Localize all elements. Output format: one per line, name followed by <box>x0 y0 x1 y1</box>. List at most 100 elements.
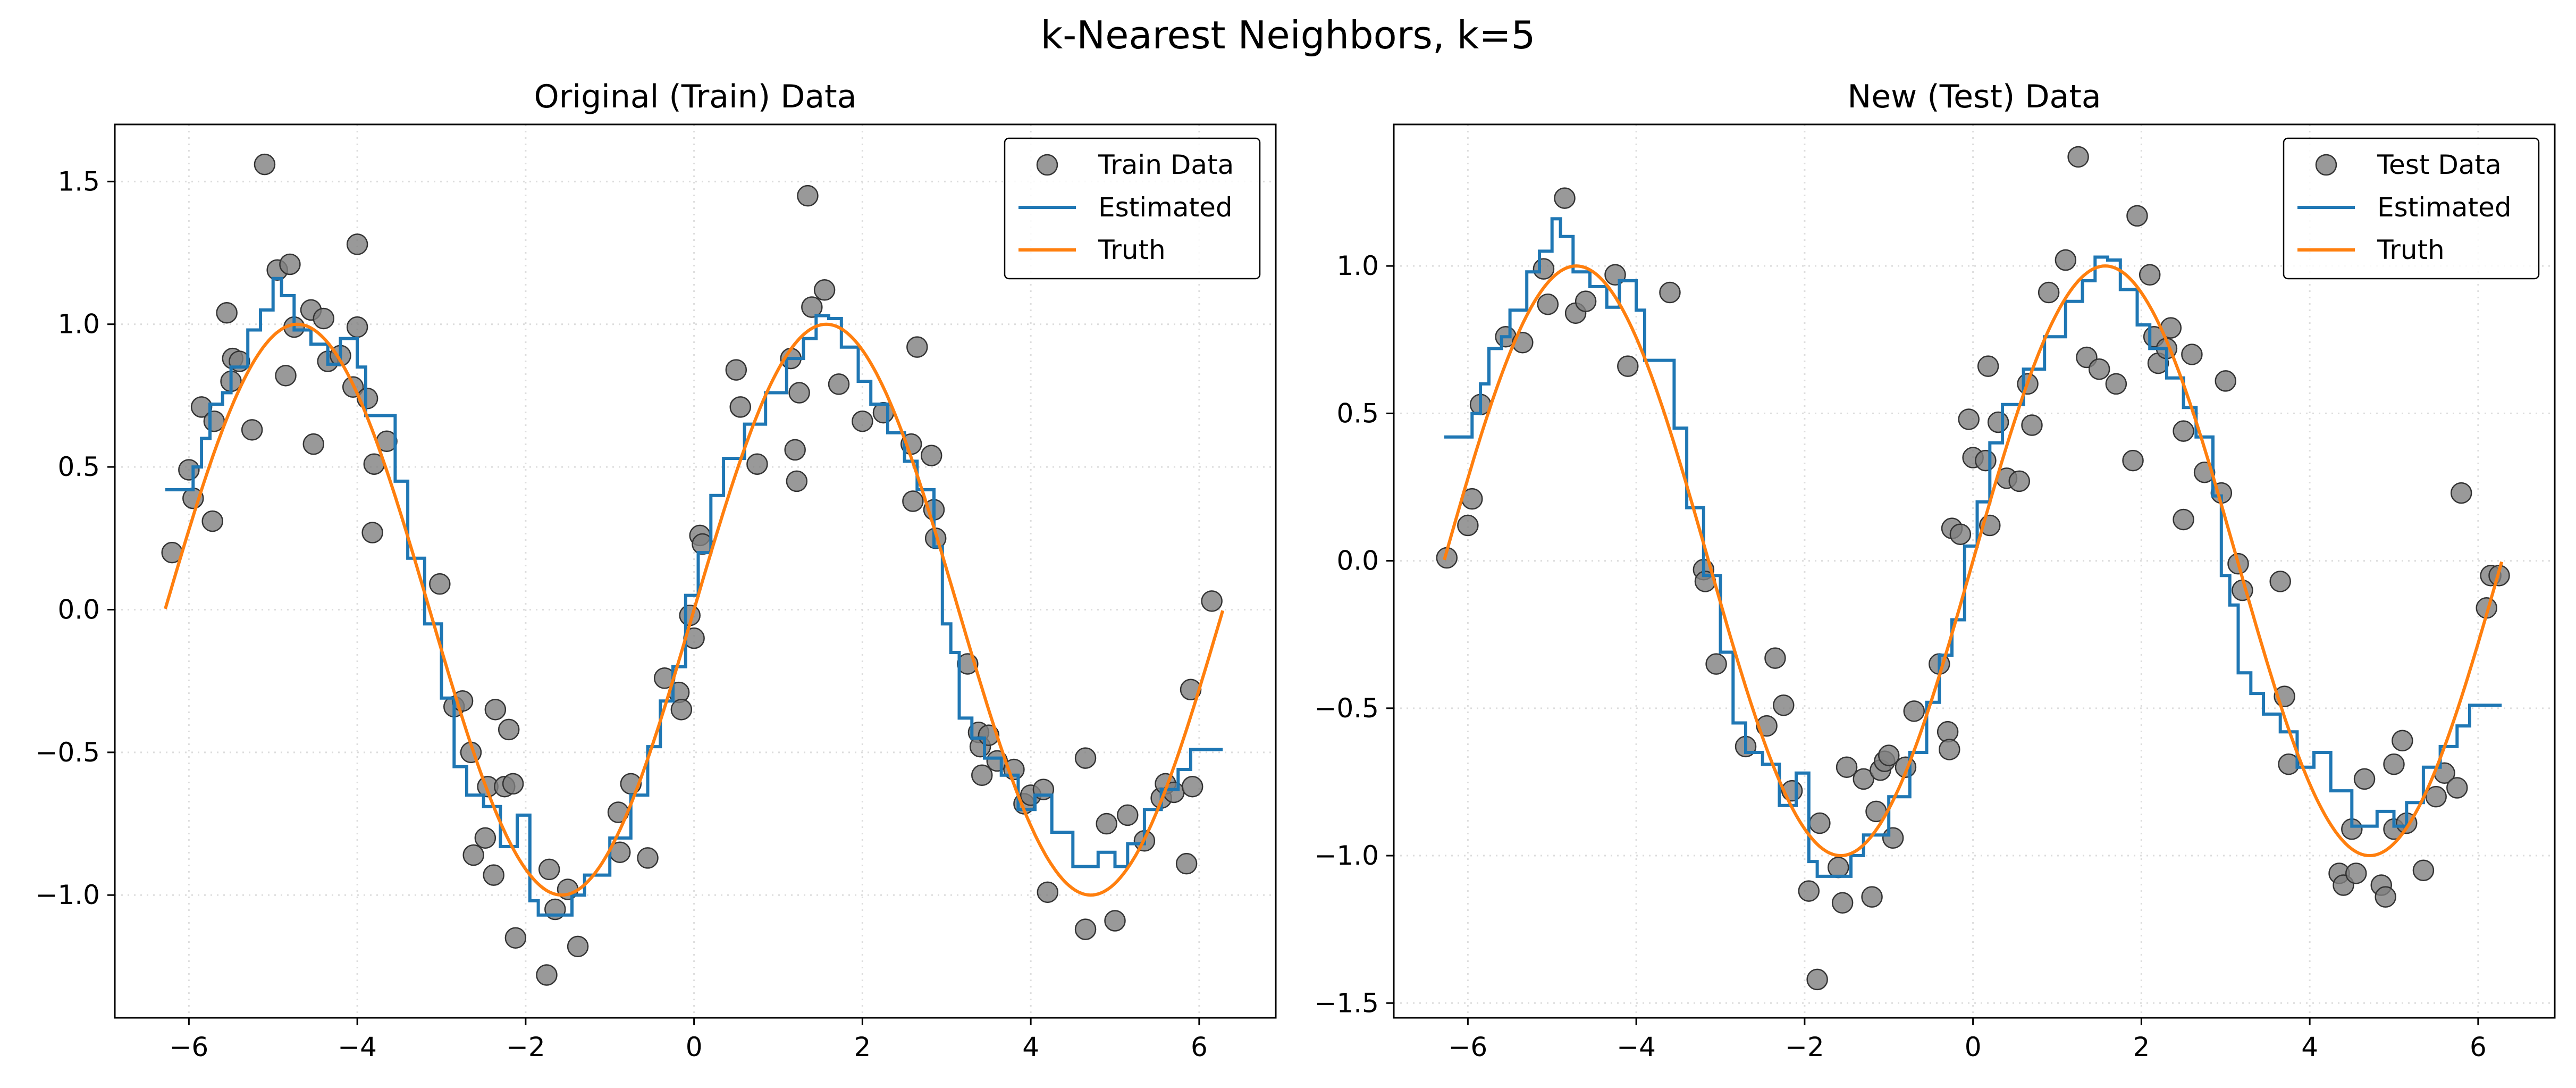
test-plot-area <box>1436 146 2510 991</box>
test-data-point-13 <box>1659 281 1681 304</box>
train-data-point-42 <box>538 858 560 881</box>
train-data-point-14 <box>279 253 301 275</box>
test-data-point-44 <box>1975 449 1997 472</box>
test-data-point-88 <box>2425 785 2447 808</box>
train-data-point-4 <box>201 510 223 532</box>
train-data-point-35 <box>483 864 504 886</box>
test-data-point-33 <box>1878 744 1900 766</box>
train-data-point-6 <box>216 302 238 324</box>
train-xtick-label-6: 6 <box>1191 1032 1208 1062</box>
test-panel-title: New (Test) Data <box>1847 78 2101 115</box>
train-data-point-61 <box>784 439 806 461</box>
test-data-point-59 <box>2126 205 2148 227</box>
train-legend-label-2: Truth <box>1098 235 1166 265</box>
train-data-point-86 <box>1037 881 1059 903</box>
train-data-point-5 <box>203 410 225 432</box>
train-data-point-22 <box>346 233 368 255</box>
train-xtick-label-3: 0 <box>686 1032 703 1062</box>
test-xtick-label-2: −2 <box>1785 1032 1824 1062</box>
test-data-point-91 <box>2450 482 2472 504</box>
train-data-point-63 <box>788 382 810 404</box>
train-data-point-23 <box>346 316 368 338</box>
test-data-point-36 <box>1903 700 1925 722</box>
test-data-point-52 <box>2038 281 2060 304</box>
train-data-point-90 <box>1104 910 1126 932</box>
test-data-point-41 <box>1949 523 1972 545</box>
train-legend-label-0: Train Data <box>1098 149 1234 180</box>
test-ytick-label-3: 0.0 <box>1336 546 1379 576</box>
test-xtick-label-6: 6 <box>2470 1032 2487 1062</box>
train-data-point-98 <box>1181 775 1203 798</box>
test-legend-marker-0 <box>2315 154 2337 176</box>
train-legend-marker-0 <box>1036 154 1058 176</box>
train-data-point-79 <box>971 764 993 786</box>
test-legend-label-1: Estimated <box>2377 192 2512 223</box>
train-data-point-18 <box>313 307 335 330</box>
train-ytick-label-0: −1.0 <box>36 880 100 910</box>
train-ytick-label-5: 1.5 <box>57 166 100 197</box>
test-xtick-label-5: 4 <box>2301 1032 2318 1062</box>
test-legend-box <box>2283 137 2540 280</box>
test-data-point-82 <box>2375 886 2396 908</box>
test-data-point-7 <box>1537 293 1559 315</box>
train-data-point-17 <box>302 433 325 455</box>
train-data-point-96 <box>1175 852 1198 875</box>
train-data-point-58 <box>729 396 751 418</box>
train-data-point-38 <box>498 718 520 741</box>
train-data-point-25 <box>361 522 383 543</box>
test-data-point-34 <box>1882 827 1904 849</box>
train-data-point-40 <box>504 927 527 949</box>
test-legend-label-2: Truth <box>2377 235 2445 265</box>
train-data-point-36 <box>484 699 507 721</box>
test-data-point-19 <box>1764 647 1786 669</box>
test-data-point-56 <box>2088 358 2110 380</box>
test-data-point-54 <box>2067 146 2089 168</box>
test-xtick-label-3: 0 <box>1965 1032 1982 1062</box>
test-data-point-84 <box>2383 753 2405 775</box>
train-data-point-49 <box>637 847 659 869</box>
test-data-point-87 <box>2412 859 2435 882</box>
train-panel: −6 −4 −2 0 2 4 6 −1.0 −0.5 0.0 0.5 1.0 1.5 Original (… <box>36 78 1277 1062</box>
test-panel: −6 −4 −2 0 2 4 6 −1.5 −1.0 −0.5 0.0 0.5 1.0 New (Test… <box>1315 78 2556 1062</box>
test-data-point-27 <box>1836 756 1858 778</box>
train-data-point-62 <box>786 470 808 492</box>
train-data-point-66 <box>813 279 836 301</box>
test-data-point-90 <box>2446 777 2468 799</box>
train-data-point-73 <box>920 445 942 466</box>
train-data-point-28 <box>429 573 451 595</box>
test-data-point-80 <box>2353 768 2376 790</box>
train-ytick-label-3: 0.5 <box>57 451 100 482</box>
test-data-point-49 <box>2008 470 2030 492</box>
train-data-point-99 <box>1201 590 1223 612</box>
test-data-point-8 <box>1554 187 1576 209</box>
train-truth-line <box>164 322 1225 897</box>
train-axes-frame <box>114 123 1277 1019</box>
train-data-point-1 <box>178 459 200 481</box>
train-ytick-label-4: 1.0 <box>57 309 100 340</box>
test-ytick-label-1: −1.0 <box>1315 840 1379 871</box>
test-data-point-16 <box>1705 653 1727 675</box>
test-data-point-39 <box>1939 739 1960 760</box>
train-ytick-label-1: −0.5 <box>36 737 100 768</box>
test-legend-label-0: Test Data <box>2377 149 2502 180</box>
test-data-point-25 <box>1827 856 1849 878</box>
test-data-point-73 <box>2269 571 2291 592</box>
train-data-point-59 <box>746 453 768 475</box>
test-data-point-53 <box>2055 249 2077 271</box>
test-data-point-26 <box>1831 892 1854 914</box>
test-data-point-1 <box>1457 514 1479 537</box>
train-data-point-97 <box>1180 679 1202 700</box>
train-data-point-64 <box>797 185 819 207</box>
test-data-point-67 <box>2181 344 2203 365</box>
train-data-point-32 <box>462 844 484 866</box>
train-data-point-72 <box>906 336 928 358</box>
train-ytick-label-2: 0.0 <box>57 594 100 625</box>
test-data-point-57 <box>2105 373 2127 395</box>
test-data-point-85 <box>2392 730 2413 752</box>
test-data-point-20 <box>1773 694 1795 716</box>
train-xtick-label-1: −4 <box>338 1032 377 1062</box>
test-data-point-29 <box>1861 886 1883 908</box>
test-data-point-65 <box>2173 420 2194 442</box>
train-data-point-13 <box>275 365 297 387</box>
